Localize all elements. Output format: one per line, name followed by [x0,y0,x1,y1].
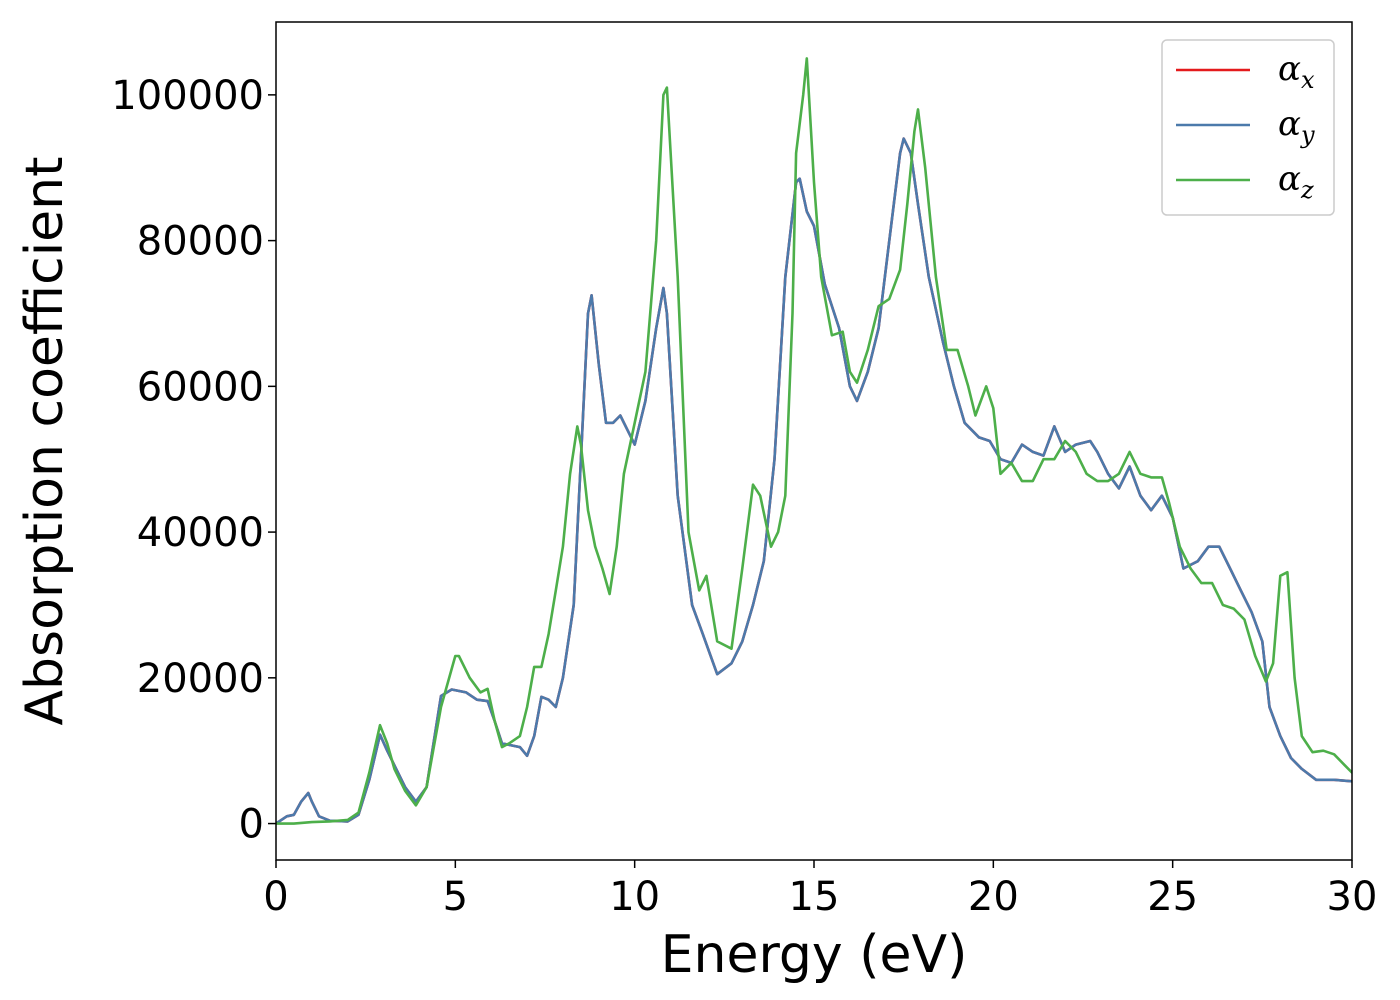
y-tick-label: 0 [239,802,264,848]
legend-label-y: αy [1278,104,1315,149]
series-line-z [276,57,1352,825]
series-lines [276,57,1352,825]
x-tick-label: 20 [968,874,1019,920]
y-tick-label: 40000 [137,510,264,556]
y-tick-label: 20000 [137,656,264,702]
legend-box [1161,39,1335,216]
x-tick-label: 5 [443,874,468,920]
x-tick-label: 0 [263,874,288,920]
x-tick-label: 30 [1327,874,1378,920]
x-tick-label: 25 [1147,874,1198,920]
legend-label-x: αx [1278,49,1315,94]
x-axis: 0 5 10 15 20 25 30 [263,860,1377,920]
x-axis-title: Energy (eV) [661,925,968,985]
y-tick-label: 60000 [137,364,264,410]
legend: αx αy αz [1161,39,1335,216]
y-tick-label: 80000 [137,219,264,265]
y-tick-label: 100000 [111,73,264,119]
legend-label-z: αz [1278,159,1314,204]
y-axis: 0 20000 40000 60000 80000 100000 [111,73,276,848]
x-tick-label: 10 [609,874,660,920]
series-line-y [276,137,1352,825]
x-tick-label: 15 [789,874,840,920]
y-axis-title: Absorption coefficient [15,156,75,725]
